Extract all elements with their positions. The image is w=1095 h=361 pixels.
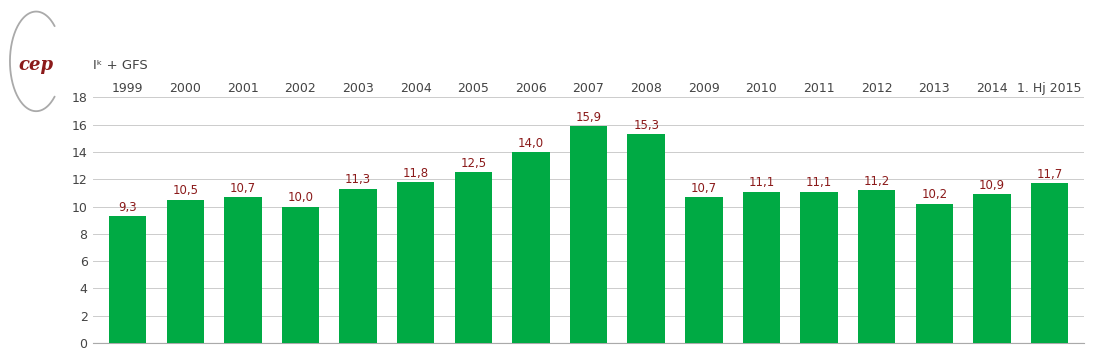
Text: 9,3: 9,3 [118,201,137,214]
Text: 10,9: 10,9 [979,179,1005,192]
Text: 15,9: 15,9 [576,111,601,124]
Text: 10,7: 10,7 [691,182,717,195]
Bar [1030,183,1069,343]
Text: 11,2: 11,2 [864,175,890,188]
Bar [569,126,608,343]
Bar [627,134,665,343]
Bar [397,182,435,343]
Bar [857,190,896,343]
Bar [685,197,723,343]
Text: 10,5: 10,5 [172,184,198,197]
Bar [742,192,780,343]
Bar [915,204,953,343]
Bar [224,197,262,343]
Text: 10,0: 10,0 [288,191,313,204]
Bar [512,152,550,343]
Text: Iᵏ + GFS: Iᵏ + GFS [93,59,148,72]
Text: 15,3: 15,3 [633,119,659,132]
Bar [339,189,377,343]
Text: 11,1: 11,1 [748,176,774,189]
Text: 11,8: 11,8 [403,166,429,179]
Text: 11,1: 11,1 [806,176,832,189]
Bar [281,206,320,343]
Text: 12,5: 12,5 [460,157,486,170]
Text: 10,7: 10,7 [230,182,256,195]
Bar [166,200,204,343]
Text: 11,3: 11,3 [345,173,371,186]
Text: 11,7: 11,7 [1036,168,1062,181]
Text: cep: cep [19,56,54,74]
Bar [108,216,147,343]
Bar [800,192,838,343]
Text: 14,0: 14,0 [518,136,544,149]
Bar [973,194,1011,343]
Bar [454,173,492,343]
Text: 10,2: 10,2 [921,188,947,201]
